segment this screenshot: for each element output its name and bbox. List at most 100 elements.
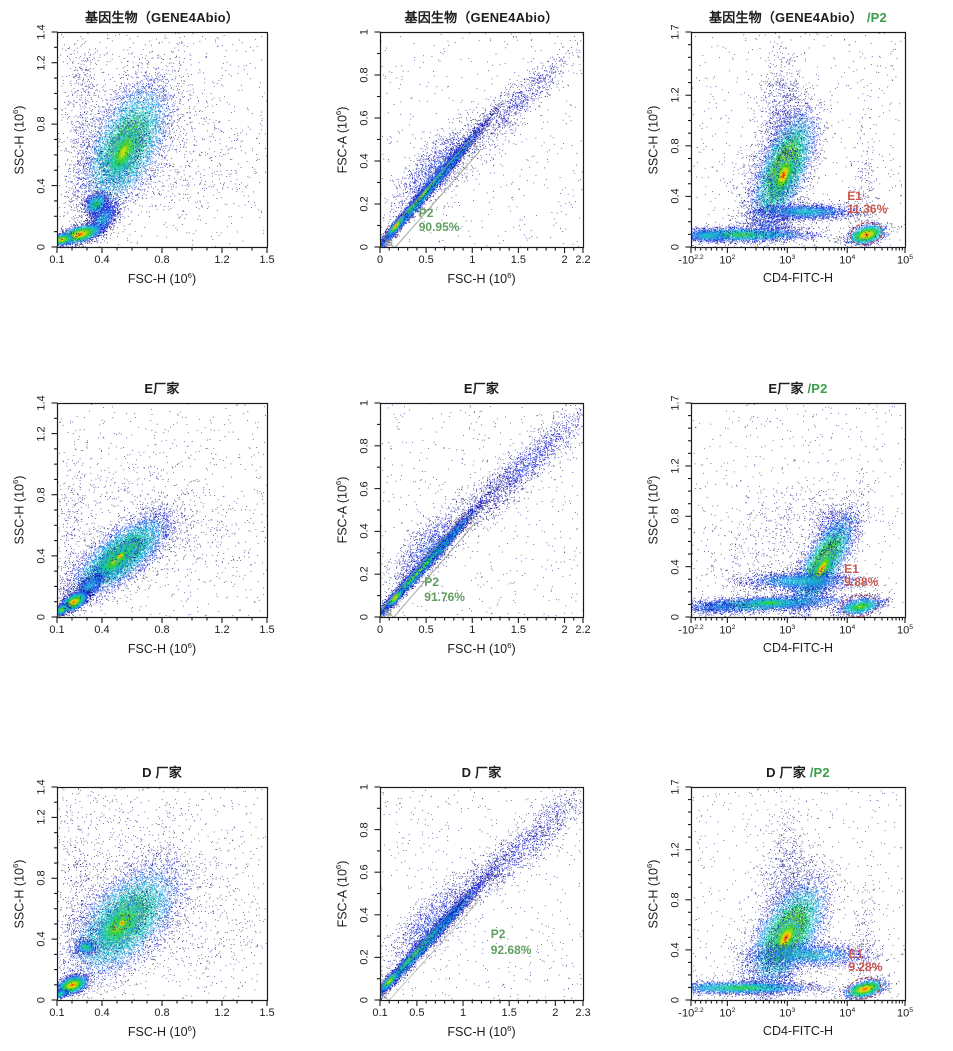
label-text: 0.6	[358, 864, 371, 880]
label-text: 5	[909, 624, 914, 631]
label-text: 0.2	[358, 196, 371, 212]
label-text: 1.5	[501, 1007, 517, 1019]
label-text: 6	[11, 109, 21, 114]
y-tick-label: 0.8	[36, 116, 48, 131]
y-tick-label: 0.8	[358, 821, 371, 838]
label-text: 0.5	[418, 254, 434, 266]
x-axis-label: CD4-FITC-H	[763, 642, 833, 655]
x-tick-label: 102	[719, 624, 735, 637]
label-text: CD4-FITC-H	[762, 641, 834, 655]
label-text: CD4-FITC-H	[762, 1024, 834, 1038]
x-axis-label: FSC-H (106)	[447, 1025, 515, 1039]
y-tick-label: 0.4	[670, 942, 682, 957]
x-tick-label: 1.5	[259, 1008, 274, 1019]
panel-title: 基因生物（GENE4Abio） /P2	[709, 11, 887, 24]
x-tick-label: 0	[377, 625, 383, 636]
x-tick-label: 104	[839, 624, 856, 637]
label-text: 0.8	[669, 892, 682, 908]
label-text: 4	[851, 624, 856, 631]
y-tick-label: 1.7	[670, 24, 682, 39]
x-tick-label: 0.1	[372, 1008, 387, 1019]
x-tick-label: 1	[469, 255, 475, 266]
label-text: SSC-H (10	[646, 867, 661, 928]
label-text: )	[12, 105, 27, 110]
label-text: FSC-H (10	[127, 642, 188, 657]
x-tick-label: 1.5	[502, 1008, 517, 1019]
x-tick-label: 0.8	[154, 625, 169, 636]
label-text: 1.4	[35, 24, 48, 40]
label-text: 2	[731, 254, 736, 261]
x-tick-label: 105	[897, 624, 914, 637]
label-text: 0	[35, 243, 48, 251]
label-text: 0.4	[669, 188, 682, 205]
x-tick-label: -102.2	[678, 624, 703, 637]
y-tick-label: 1.7	[670, 395, 682, 410]
y-tick-label: 1.4	[36, 779, 48, 794]
gate-label: P2	[418, 205, 434, 220]
y-tick-label: 1.7	[670, 779, 682, 794]
label-text: 0.4	[35, 548, 48, 564]
x-axis-label: FSC-H (106)	[128, 272, 196, 286]
x-tick-label: 105	[897, 1007, 913, 1020]
x-axis-label: CD4-FITC-H	[763, 1025, 833, 1038]
x-tick-label: 1.5	[259, 625, 274, 636]
x-tick-label: 0.1	[49, 255, 64, 266]
y-axis-label: SSC-H (106)	[645, 105, 660, 174]
y-tick-label: 1	[359, 784, 371, 790]
label-text: 10	[779, 624, 792, 637]
label-text: 4	[851, 254, 856, 261]
x-tick-label: 1.5	[511, 625, 526, 636]
label-text: 1	[459, 1007, 467, 1019]
y-tick-label: 0.4	[36, 931, 48, 946]
panel-title-text: E厂家	[768, 381, 804, 396]
x-tick-label: 0.4	[94, 1008, 109, 1019]
y-tick-label: 0.6	[358, 864, 371, 880]
y-tick-label: 0	[670, 614, 682, 620]
panel-title-text: 基因生物（GENE4Abio）	[709, 10, 864, 25]
label-text: SSC-H (10	[12, 113, 27, 174]
x-tick-label: 1	[460, 1008, 466, 1019]
x-tick-label: -102.2	[678, 254, 703, 267]
y-tick-label: 1.2	[35, 55, 48, 71]
label-text: -10	[678, 254, 695, 267]
y-tick-label: 0.4	[359, 907, 371, 922]
panel-title-text: D 厂家	[142, 765, 182, 780]
label-text: )	[335, 860, 350, 865]
label-text: FSC-H (10	[127, 1025, 188, 1040]
label-text: 0.8	[154, 624, 170, 636]
y-tick-label: 0	[359, 244, 371, 250]
x-tick-label: 1.5	[259, 255, 274, 266]
x-axis-label: CD4-FITC-H	[763, 272, 833, 285]
x-axis-label: FSC-H (106)	[447, 642, 515, 656]
x-axis-label: FSC-H (106)	[128, 642, 196, 656]
label-text: 0.2	[358, 949, 371, 966]
label-text: 2	[561, 254, 568, 266]
label-text: 0	[358, 996, 371, 1004]
label-text: 0.4	[94, 624, 110, 636]
label-text: 4	[851, 1007, 856, 1014]
label-text: 3	[791, 254, 796, 261]
y-tick-label: 0.4	[36, 178, 48, 193]
label-text: 0.5	[409, 1007, 425, 1019]
label-text: 0.8	[669, 508, 682, 524]
y-tick-label: 0.2	[358, 949, 371, 966]
gate-label: 9.88%	[844, 575, 879, 590]
label-text: FSC-H (10	[127, 272, 188, 287]
y-tick-label: 0.4	[359, 153, 371, 168]
label-text: 0.8	[358, 821, 371, 838]
y-tick-label: 1	[359, 29, 371, 35]
x-tick-label: 0.4	[94, 625, 109, 636]
label-text: 10	[839, 1007, 852, 1020]
label-text: SSC-H (10	[646, 484, 661, 545]
y-axis-label: SSC-H (106)	[645, 859, 661, 928]
gate-label: 11.36%	[847, 202, 888, 217]
label-text: 6	[334, 480, 344, 486]
x-axis-label: FSC-H (106)	[128, 1025, 196, 1039]
label-text: )	[191, 642, 197, 657]
panel-title: D 厂家 /P2	[766, 766, 830, 779]
x-tick-label: 2	[561, 625, 567, 636]
label-text: 1.2	[35, 55, 48, 71]
y-axis-label: FSC-A (106)	[334, 106, 349, 173]
gate-label: 90.95%	[418, 219, 460, 234]
label-text: 6	[187, 1024, 192, 1033]
